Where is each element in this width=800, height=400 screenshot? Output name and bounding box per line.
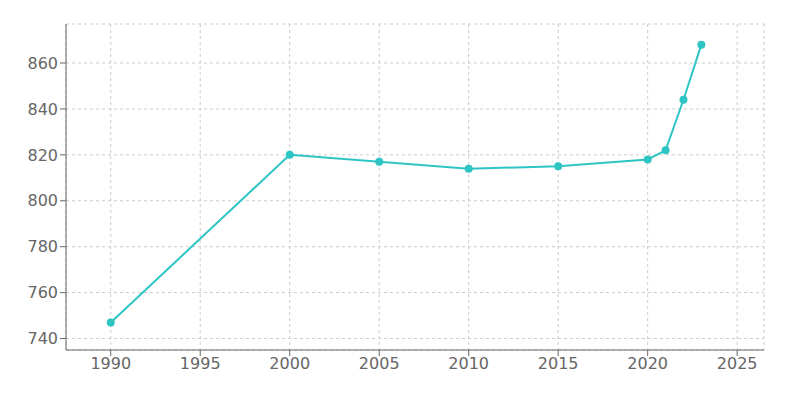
svg-text:2005: 2005 (359, 354, 400, 373)
svg-text:1990: 1990 (90, 354, 131, 373)
svg-text:2015: 2015 (538, 354, 579, 373)
svg-text:860: 860 (27, 54, 58, 73)
svg-text:2020: 2020 (627, 354, 668, 373)
svg-text:840: 840 (27, 100, 58, 119)
svg-text:2000: 2000 (269, 354, 310, 373)
svg-text:740: 740 (27, 329, 58, 348)
svg-text:760: 760 (27, 283, 58, 302)
svg-text:780: 780 (27, 237, 58, 256)
svg-text:1995: 1995 (180, 354, 221, 373)
svg-text:2025: 2025 (717, 354, 758, 373)
svg-text:2010: 2010 (448, 354, 489, 373)
svg-text:800: 800 (27, 191, 58, 210)
svg-text:820: 820 (27, 146, 58, 165)
